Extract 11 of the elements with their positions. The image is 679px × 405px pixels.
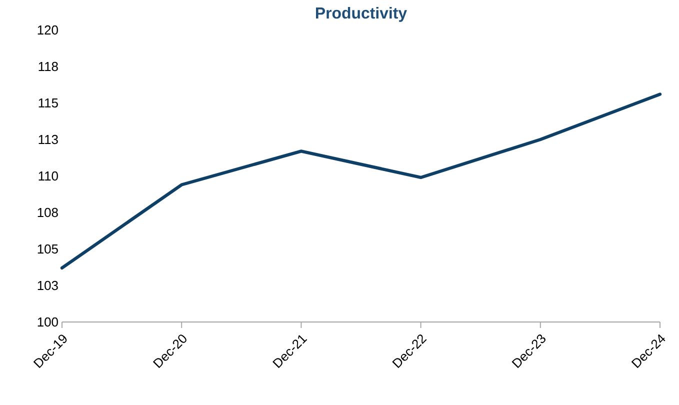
y-tick-label: 118 — [38, 62, 58, 72]
y-tick-label: 120 — [38, 25, 58, 35]
y-tick-label: 103 — [38, 280, 58, 290]
y-tick-label: 115 — [38, 98, 58, 108]
chart-title: Productivity — [316, 6, 407, 22]
y-tick-label: 110 — [38, 171, 58, 181]
y-tick-label: 100 — [38, 317, 58, 327]
line-series — [60, 92, 662, 270]
y-tick-label: 105 — [38, 244, 58, 254]
y-tick-label: 113 — [38, 134, 58, 144]
y-tick-label: 108 — [38, 208, 58, 218]
